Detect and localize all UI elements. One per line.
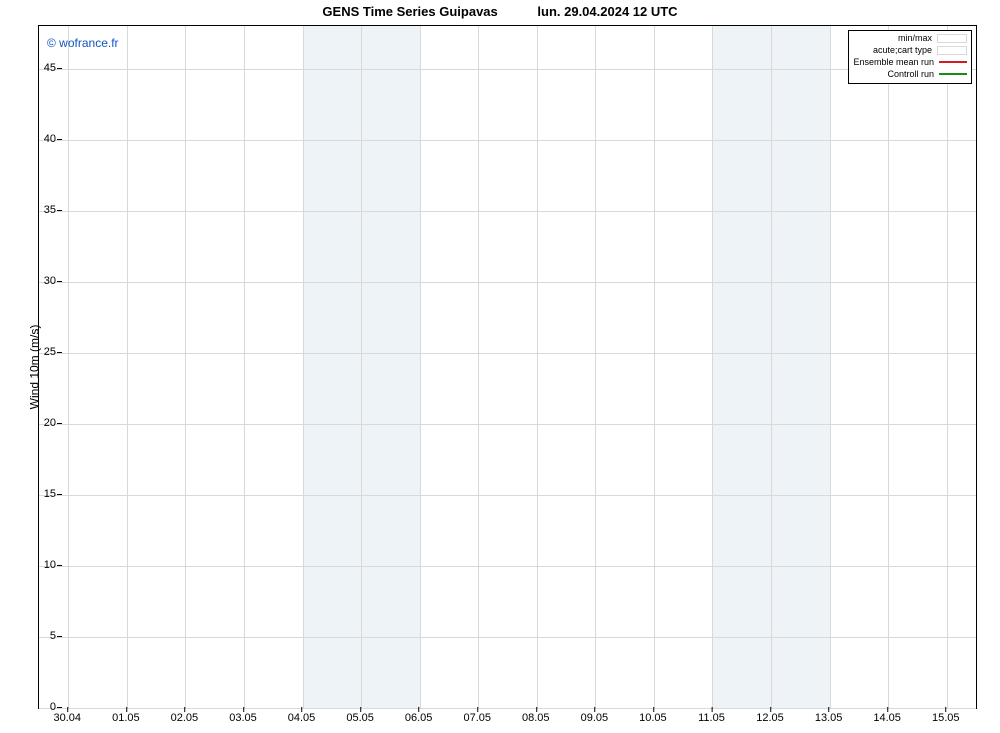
x-tick-label: 13.05	[815, 712, 843, 724]
x-tick-label: 14.05	[873, 712, 901, 724]
gridline-vertical	[654, 26, 655, 708]
gridline-vertical	[478, 26, 479, 708]
y-tick-label: 30	[16, 275, 56, 287]
x-tick-label: 08.05	[522, 712, 550, 724]
x-tick-label: 05.05	[346, 712, 374, 724]
weekend-band	[361, 26, 420, 708]
x-tick-label: 30.04	[54, 712, 82, 724]
gridline-vertical	[947, 26, 948, 708]
gridline-vertical	[888, 26, 889, 708]
legend-swatch	[937, 46, 967, 55]
gridline-vertical	[537, 26, 538, 708]
y-tick-label: 25	[16, 346, 56, 358]
legend-row: min/max	[853, 32, 967, 44]
gridline-vertical	[68, 26, 69, 708]
y-tick-label: 15	[16, 488, 56, 500]
legend-row: acute;cart type	[853, 44, 967, 56]
legend-label: acute;cart type	[873, 44, 932, 56]
gridline-vertical	[771, 26, 772, 708]
gridline-horizontal	[39, 211, 976, 212]
gridline-horizontal	[39, 282, 976, 283]
legend-label: Ensemble mean run	[853, 56, 934, 68]
legend-label: Controll run	[887, 68, 934, 80]
gridline-vertical	[303, 26, 304, 708]
x-tick-label: 10.05	[639, 712, 667, 724]
gridline-vertical	[244, 26, 245, 708]
gridline-vertical	[712, 26, 713, 708]
gridline-vertical	[595, 26, 596, 708]
y-tick-label: 0	[16, 701, 56, 713]
x-tick-label: 03.05	[229, 712, 257, 724]
legend-label: min/max	[898, 32, 932, 44]
y-tick-label: 10	[16, 559, 56, 571]
y-tick-label: 45	[16, 62, 56, 74]
gridline-horizontal	[39, 140, 976, 141]
gridline-horizontal	[39, 424, 976, 425]
x-tick-label: 01.05	[112, 712, 140, 724]
x-tick-label: 04.05	[288, 712, 316, 724]
weekend-band	[712, 26, 771, 708]
y-tick-label: 20	[16, 417, 56, 429]
x-tick-label: 11.05	[698, 712, 725, 724]
gridline-horizontal	[39, 708, 976, 709]
x-tick-label: 02.05	[171, 712, 199, 724]
y-tick-label: 35	[16, 204, 56, 216]
watermark: © wofrance.fr	[47, 36, 119, 50]
y-tick-label: 5	[16, 630, 56, 642]
legend-swatch	[939, 73, 967, 75]
legend-swatch	[937, 34, 967, 43]
gridline-horizontal	[39, 69, 976, 70]
gridline-horizontal	[39, 353, 976, 354]
gridline-vertical	[127, 26, 128, 708]
weekend-band	[303, 26, 362, 708]
legend-row: Ensemble mean run	[853, 56, 967, 68]
chart-title: GENS Time Series Guipavas lun. 29.04.202…	[0, 4, 1000, 19]
x-tick-label: 09.05	[581, 712, 609, 724]
gridline-horizontal	[39, 495, 976, 496]
legend-swatch	[939, 61, 967, 63]
chart-plot-area	[38, 25, 977, 709]
gridline-horizontal	[39, 637, 976, 638]
title-right: lun. 29.04.2024 12 UTC	[537, 4, 677, 19]
y-tick-label: 40	[16, 133, 56, 145]
gridline-horizontal	[39, 566, 976, 567]
x-tick-label: 15.05	[932, 712, 960, 724]
x-tick-label: 12.05	[756, 712, 784, 724]
gridline-vertical	[420, 26, 421, 708]
legend: min/maxacute;cart typeEnsemble mean runC…	[848, 30, 972, 84]
title-left: GENS Time Series Guipavas	[322, 4, 497, 19]
weekend-band	[771, 26, 830, 708]
gridline-vertical	[185, 26, 186, 708]
gridline-vertical	[361, 26, 362, 708]
legend-row: Controll run	[853, 68, 967, 80]
gridline-vertical	[830, 26, 831, 708]
x-tick-label: 07.05	[463, 712, 491, 724]
x-tick-label: 06.05	[405, 712, 433, 724]
